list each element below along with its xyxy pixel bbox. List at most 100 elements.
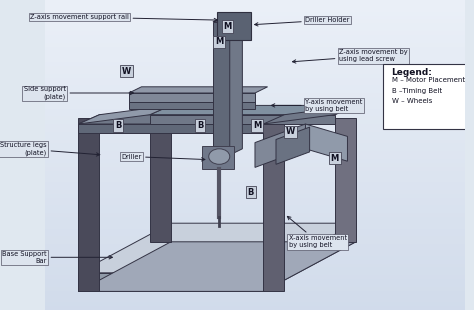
Bar — [45, 62, 465, 66]
Bar — [217, 12, 251, 40]
Polygon shape — [230, 16, 242, 155]
Bar — [45, 240, 465, 244]
Polygon shape — [305, 124, 347, 161]
Text: Side support
(plate): Side support (plate) — [24, 86, 133, 100]
Bar — [45, 256, 465, 260]
Text: Legend:: Legend: — [392, 68, 432, 78]
Bar — [45, 155, 465, 159]
Polygon shape — [150, 118, 171, 242]
Bar — [45, 232, 465, 236]
Bar — [45, 74, 465, 78]
Polygon shape — [264, 105, 356, 124]
Bar — [45, 260, 465, 264]
Polygon shape — [264, 223, 356, 291]
Bar — [45, 244, 465, 248]
Bar — [45, 248, 465, 252]
Bar — [45, 287, 465, 291]
Bar — [45, 283, 465, 287]
Bar — [45, 8, 465, 11]
Text: Driller Holder: Driller Holder — [255, 17, 350, 26]
Polygon shape — [255, 124, 305, 167]
Bar — [45, 267, 465, 271]
Polygon shape — [129, 102, 255, 108]
Polygon shape — [335, 118, 356, 242]
Bar — [45, 236, 465, 240]
Polygon shape — [213, 16, 242, 22]
Polygon shape — [213, 22, 230, 155]
Polygon shape — [150, 115, 335, 124]
Bar — [45, 105, 465, 108]
Bar — [45, 229, 465, 232]
Bar — [45, 163, 465, 167]
Bar — [45, 16, 465, 19]
Bar — [45, 291, 465, 294]
Bar — [45, 178, 465, 182]
Text: B: B — [197, 121, 203, 130]
Text: M: M — [224, 22, 232, 31]
Text: Z-axis movement by
using lead screw: Z-axis movement by using lead screw — [292, 49, 408, 63]
Text: W: W — [122, 67, 131, 76]
Bar — [45, 81, 465, 85]
Text: X-axis movement
by using belt: X-axis movement by using belt — [287, 216, 346, 248]
Bar — [45, 120, 465, 124]
Text: B: B — [115, 121, 121, 130]
Bar — [45, 124, 465, 128]
Bar — [45, 136, 465, 140]
Polygon shape — [129, 87, 268, 93]
Polygon shape — [129, 93, 255, 102]
Bar — [45, 46, 465, 50]
Bar — [45, 27, 465, 31]
Bar — [45, 70, 465, 74]
Text: W – Wheels: W – Wheels — [392, 98, 432, 104]
Polygon shape — [264, 118, 284, 291]
Bar — [45, 294, 465, 298]
Bar — [45, 298, 465, 302]
Bar — [45, 35, 465, 39]
Bar — [45, 205, 465, 209]
Bar — [45, 140, 465, 143]
Bar — [45, 159, 465, 163]
Bar — [45, 11, 465, 16]
Polygon shape — [78, 118, 100, 291]
Bar — [45, 85, 465, 89]
Bar — [45, 190, 465, 194]
Bar — [45, 101, 465, 105]
Bar — [45, 42, 465, 46]
Text: M: M — [215, 37, 223, 46]
Polygon shape — [276, 127, 310, 164]
Polygon shape — [78, 223, 356, 273]
Text: B –Timing Belt: B –Timing Belt — [392, 87, 442, 94]
Bar — [45, 186, 465, 190]
Bar — [45, 174, 465, 178]
Bar — [45, 271, 465, 275]
Bar — [45, 116, 465, 120]
Bar — [45, 39, 465, 42]
Bar — [45, 279, 465, 283]
Bar — [45, 0, 465, 4]
Bar — [45, 213, 465, 217]
Bar — [45, 50, 465, 54]
Bar — [45, 306, 465, 310]
Polygon shape — [150, 105, 356, 115]
Bar — [45, 194, 465, 198]
Bar — [45, 78, 465, 81]
Bar — [45, 170, 465, 174]
Bar — [45, 54, 465, 58]
Bar — [45, 275, 465, 279]
Bar — [45, 217, 465, 221]
Text: Y-axis movement
by using belt: Y-axis movement by using belt — [272, 99, 363, 112]
Text: Structure legs
(plate): Structure legs (plate) — [0, 142, 100, 156]
Text: W: W — [286, 127, 295, 136]
Bar — [45, 151, 465, 155]
Bar — [45, 113, 465, 116]
Bar — [45, 264, 465, 267]
Bar — [45, 202, 465, 205]
Bar — [45, 58, 465, 62]
Text: M – Motor Placement: M – Motor Placement — [392, 77, 465, 83]
Bar — [45, 198, 465, 202]
Polygon shape — [78, 273, 264, 291]
Bar — [45, 221, 465, 225]
Bar — [45, 89, 465, 93]
Polygon shape — [78, 242, 356, 291]
Bar — [45, 93, 465, 97]
